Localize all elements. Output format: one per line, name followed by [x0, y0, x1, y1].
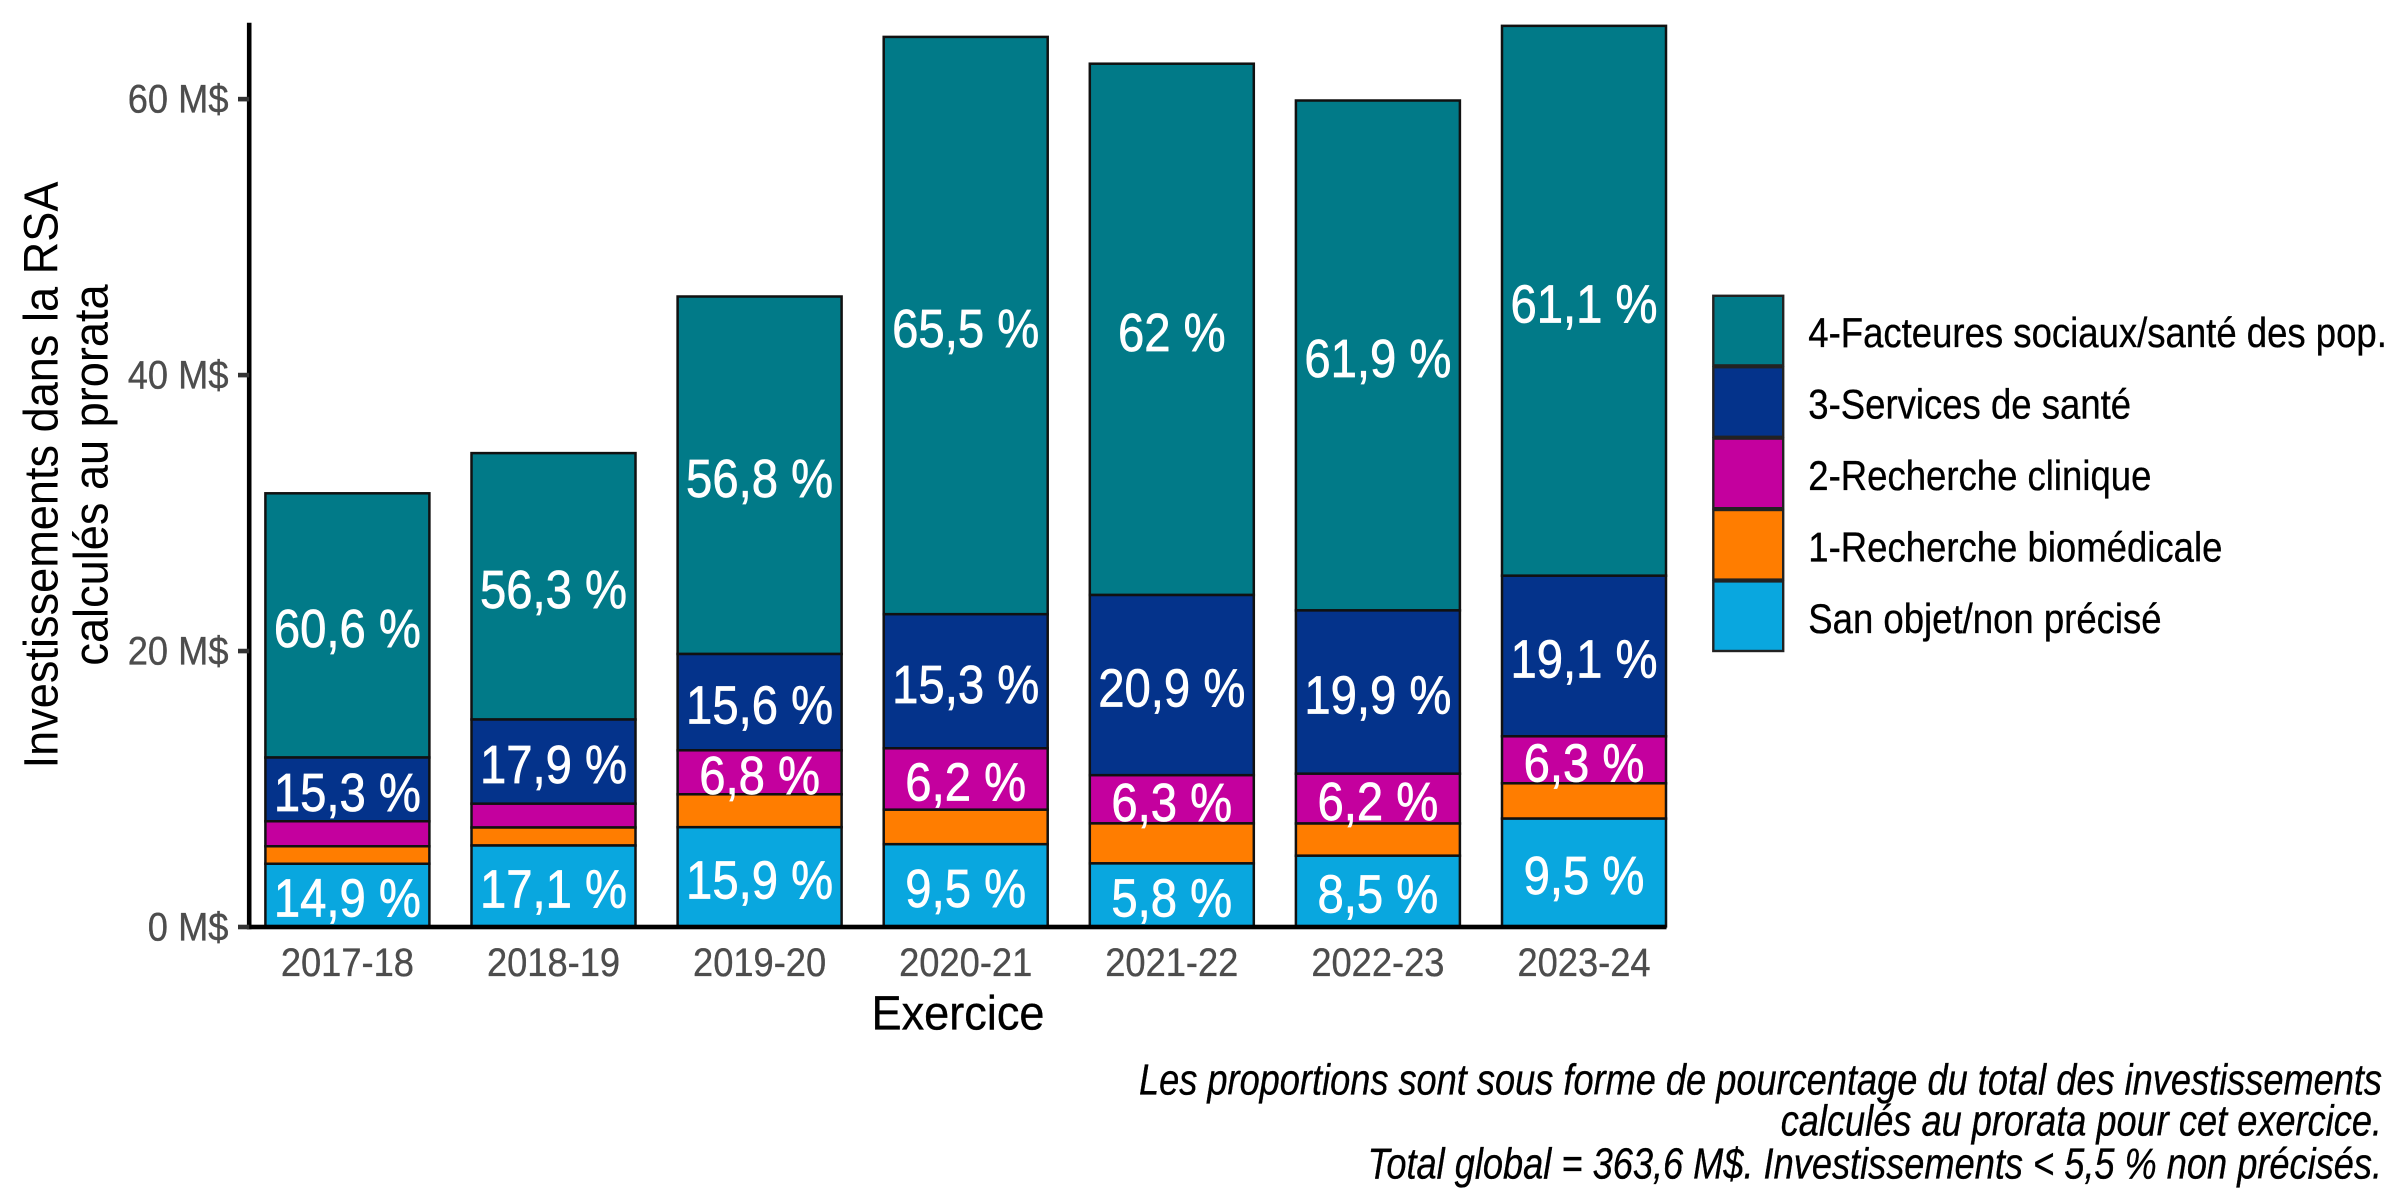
svg-text:6,2 %: 6,2 % [905, 753, 1026, 813]
svg-text:0 M$: 0 M$ [148, 905, 229, 949]
svg-text:2021-22: 2021-22 [1105, 941, 1238, 985]
svg-text:San objet/non précisé: San objet/non précisé [1808, 595, 2161, 642]
svg-text:Total global = 363,6 M$. Inves: Total global = 363,6 M$. Investissements… [1368, 1141, 2382, 1189]
svg-text:Exercice: Exercice [872, 988, 1045, 1041]
svg-text:15,6 %: 15,6 % [686, 676, 833, 736]
svg-text:calculés au prorata: calculés au prorata [66, 284, 119, 665]
svg-text:15,3 %: 15,3 % [892, 655, 1039, 715]
svg-text:5,8 %: 5,8 % [1111, 868, 1232, 928]
svg-text:60 M$: 60 M$ [128, 78, 229, 122]
svg-text:9,5 %: 9,5 % [905, 859, 1026, 919]
svg-text:6,2 %: 6,2 % [1318, 772, 1439, 832]
svg-text:6,8 %: 6,8 % [699, 746, 820, 806]
svg-text:65,5 %: 65,5 % [892, 299, 1039, 359]
svg-text:19,9 %: 19,9 % [1304, 666, 1451, 726]
svg-text:2019-20: 2019-20 [693, 941, 826, 985]
svg-text:17,9 %: 17,9 % [480, 735, 627, 795]
svg-text:61,9 %: 61,9 % [1304, 329, 1451, 389]
svg-text:9,5 %: 9,5 % [1524, 846, 1645, 906]
svg-text:20 M$: 20 M$ [128, 629, 229, 673]
svg-text:8,5 %: 8,5 % [1318, 865, 1439, 925]
svg-text:15,3 %: 15,3 % [274, 763, 421, 823]
svg-text:2023-24: 2023-24 [1517, 941, 1650, 985]
svg-text:Les proportions sont sous form: Les proportions sont sous forme de pourc… [1139, 1057, 2382, 1105]
svg-text:2018-19: 2018-19 [487, 941, 620, 985]
svg-text:56,3 %: 56,3 % [480, 560, 627, 620]
svg-text:20,9 %: 20,9 % [1098, 659, 1245, 719]
svg-text:6,3 %: 6,3 % [1111, 773, 1232, 833]
svg-text:62 %: 62 % [1118, 303, 1226, 363]
svg-text:3-Services de santé: 3-Services de santé [1808, 381, 2131, 428]
svg-text:40 M$: 40 M$ [128, 354, 229, 398]
svg-text:61,1 %: 61,1 % [1510, 274, 1657, 334]
svg-text:17,1 %: 17,1 % [480, 860, 627, 920]
svg-text:6,3 %: 6,3 % [1524, 733, 1645, 793]
svg-text:15,9 %: 15,9 % [686, 850, 833, 910]
svg-text:2-Recherche clinique: 2-Recherche clinique [1808, 452, 2151, 499]
svg-text:Investissements dans la RSA: Investissements dans la RSA [16, 182, 69, 769]
svg-text:calculés au prorata pour cet e: calculés au prorata pour cet exercice. [1781, 1098, 2382, 1146]
svg-text:60,6 %: 60,6 % [274, 599, 421, 659]
svg-text:19,1 %: 19,1 % [1510, 630, 1657, 690]
svg-text:56,8 %: 56,8 % [686, 449, 833, 509]
svg-text:2017-18: 2017-18 [281, 941, 414, 985]
svg-text:2022-23: 2022-23 [1311, 941, 1444, 985]
svg-text:1-Recherche biomédicale: 1-Recherche biomédicale [1808, 523, 2222, 570]
svg-text:4-Facteures sociaux/santé des: 4-Facteures sociaux/santé des pop. [1808, 309, 2387, 356]
svg-text:2020-21: 2020-21 [899, 941, 1032, 985]
svg-text:14,9 %: 14,9 % [274, 869, 421, 929]
